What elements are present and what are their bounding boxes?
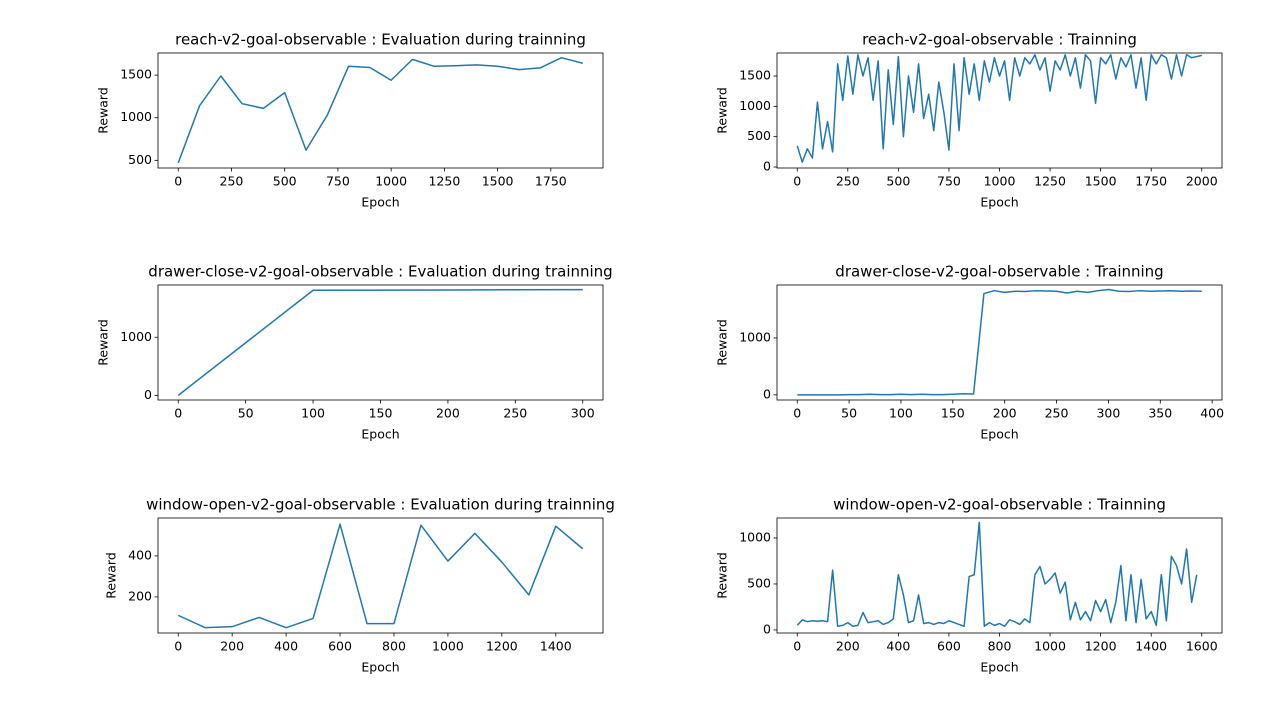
x-tick-label: 200 xyxy=(836,639,860,654)
x-tick-label: 250 xyxy=(503,406,527,421)
x-tick-label: 0 xyxy=(174,639,182,654)
x-tick-label: 1000 xyxy=(1034,639,1066,654)
x-tick-label: 750 xyxy=(326,174,350,189)
x-tick-label: 1250 xyxy=(428,174,460,189)
x-tick-label: 100 xyxy=(301,406,325,421)
y-tick-label: 1000 xyxy=(739,529,771,544)
chart-title: window-open-v2-goal-observable : Evaluat… xyxy=(146,496,615,514)
x-tick-label: 100 xyxy=(889,406,913,421)
x-tick-label: 1250 xyxy=(1034,174,1066,189)
y-axis-label: Reward xyxy=(96,319,111,366)
y-tick-label: 0 xyxy=(763,159,771,174)
x-tick-label: 350 xyxy=(1148,406,1172,421)
line xyxy=(177,56,583,164)
x-axis-label: Epoch xyxy=(980,195,1018,210)
chart-title: reach-v2-goal-observable : Trainning xyxy=(862,31,1137,49)
x-tick-label: 300 xyxy=(1096,406,1120,421)
x-tick-label: 1000 xyxy=(984,174,1016,189)
x-tick-label: 200 xyxy=(220,639,244,654)
x-tick-label: 0 xyxy=(793,406,801,421)
x-axis-label: Epoch xyxy=(980,427,1018,442)
x-tick-label: 750 xyxy=(937,174,961,189)
x-tick-label: 50 xyxy=(841,406,857,421)
x-tick-label: 400 xyxy=(274,639,298,654)
chart-title: window-open-v2-goal-observable : Trainni… xyxy=(833,496,1166,514)
plot-frame xyxy=(776,284,1223,401)
y-axis-label: Reward xyxy=(715,87,730,134)
chart-title: drawer-close-v2-goal-observable : Trainn… xyxy=(835,263,1163,281)
x-tick-label: 500 xyxy=(886,174,910,189)
x-axis-label: Epoch xyxy=(361,427,399,442)
x-tick-label: 1200 xyxy=(1085,639,1117,654)
y-tick-label: 0 xyxy=(763,386,771,401)
y-tick-label: 400 xyxy=(128,547,152,562)
x-tick-label: 50 xyxy=(238,406,254,421)
y-tick-label: 1000 xyxy=(120,329,152,344)
y-axis-label: Reward xyxy=(715,319,730,366)
y-tick-label: 1000 xyxy=(739,329,771,344)
x-tick-label: 250 xyxy=(220,174,244,189)
line xyxy=(796,54,1202,163)
x-tick-label: 1500 xyxy=(1085,174,1117,189)
x-tick-label: 1400 xyxy=(1135,639,1167,654)
x-tick-label: 150 xyxy=(941,406,965,421)
chart-title: drawer-close-v2-goal-observable : Evalua… xyxy=(148,263,612,281)
plot-frame xyxy=(157,517,604,634)
chart-title: reach-v2-goal-observable : Evaluation du… xyxy=(175,31,586,49)
x-axis-label: Epoch xyxy=(361,195,399,210)
plot-frame xyxy=(776,52,1223,169)
x-tick-label: 250 xyxy=(1045,406,1069,421)
y-axis-label: Reward xyxy=(715,552,730,599)
line xyxy=(177,288,583,396)
line xyxy=(177,523,584,629)
y-tick-label: 500 xyxy=(747,128,771,143)
x-tick-label: 1750 xyxy=(535,174,567,189)
y-tick-label: 0 xyxy=(763,621,771,636)
y-tick-label: 1500 xyxy=(739,68,771,83)
x-tick-label: 800 xyxy=(988,639,1012,654)
line xyxy=(796,521,1198,628)
x-tick-label: 0 xyxy=(793,639,801,654)
y-tick-label: 1000 xyxy=(739,98,771,113)
y-tick-label: 1000 xyxy=(120,109,152,124)
x-tick-label: 1000 xyxy=(432,639,464,654)
x-tick-label: 300 xyxy=(571,406,595,421)
x-tick-label: 2000 xyxy=(1186,174,1218,189)
x-tick-label: 800 xyxy=(382,639,406,654)
x-tick-label: 1000 xyxy=(375,174,407,189)
x-tick-label: 1500 xyxy=(482,174,514,189)
x-tick-label: 400 xyxy=(886,639,910,654)
x-tick-label: 500 xyxy=(273,174,297,189)
x-tick-label: 1400 xyxy=(540,639,572,654)
x-tick-label: 600 xyxy=(328,639,352,654)
x-tick-label: 200 xyxy=(436,406,460,421)
y-tick-label: 0 xyxy=(144,387,152,402)
x-tick-label: 0 xyxy=(174,406,182,421)
y-tick-label: 500 xyxy=(747,575,771,590)
x-tick-label: 1200 xyxy=(486,639,518,654)
x-axis-label: Epoch xyxy=(361,660,399,675)
x-tick-label: 0 xyxy=(174,174,182,189)
plot-frame xyxy=(157,52,604,169)
x-axis-label: Epoch xyxy=(980,660,1018,675)
x-tick-label: 1750 xyxy=(1135,174,1167,189)
x-tick-label: 400 xyxy=(1200,406,1224,421)
x-tick-label: 150 xyxy=(369,406,393,421)
x-tick-label: 0 xyxy=(793,174,801,189)
y-tick-label: 1500 xyxy=(120,67,152,82)
x-tick-label: 600 xyxy=(937,639,961,654)
y-axis-label: Reward xyxy=(104,552,119,599)
y-tick-label: 200 xyxy=(128,588,152,603)
line xyxy=(797,288,1202,396)
plot-frame xyxy=(776,517,1223,634)
x-tick-label: 1600 xyxy=(1186,639,1218,654)
y-axis-label: Reward xyxy=(96,87,111,134)
plot-frame xyxy=(157,284,604,401)
x-tick-label: 250 xyxy=(836,174,860,189)
x-tick-label: 200 xyxy=(993,406,1017,421)
y-tick-label: 500 xyxy=(128,152,152,167)
